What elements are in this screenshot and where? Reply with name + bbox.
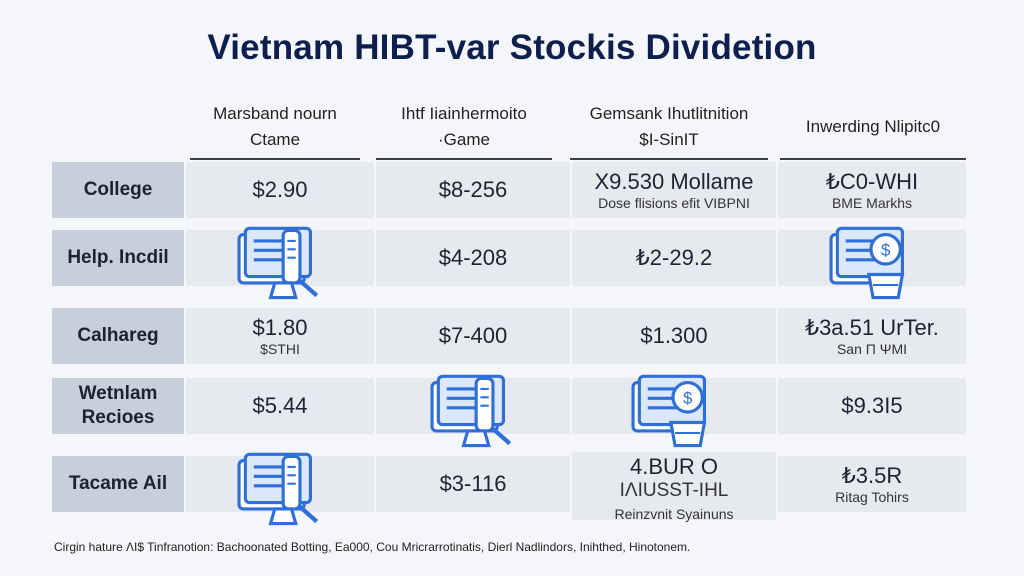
footnote: Cirgin hature ΛI$ Tinfranotion: Bachoona… bbox=[54, 540, 691, 554]
cell-value: $7-400 bbox=[438, 323, 508, 348]
row-label-line: Recioes bbox=[81, 407, 155, 428]
document-checklist-icon bbox=[425, 370, 521, 459]
column-header-line1: Marsband nourn bbox=[213, 104, 337, 123]
table-row: Tacame Ail $3-116 4.BUR O IΛIUSST-IHL Reinz… bbox=[52, 452, 966, 526]
table-row: Help. Incdil $4-208 ₺2-29.2 $ bbox=[52, 226, 966, 300]
table-cell: ₺2-29.2 bbox=[572, 230, 776, 286]
page-title: Vietnam HIBT-var Stockis Dividetion bbox=[207, 28, 817, 67]
svg-text:$: $ bbox=[683, 389, 693, 408]
column-header: Marsband nourn Ctame bbox=[190, 96, 360, 160]
cell-value: 4.BUR O bbox=[629, 454, 719, 479]
cell-subtext: BME Markhs bbox=[831, 194, 913, 211]
column-header-line2: $I-SinIT bbox=[639, 130, 699, 149]
svg-text:$: $ bbox=[881, 241, 891, 260]
cell-value: $4-208 bbox=[438, 245, 508, 270]
table-cell: ₺3a.51 UrTer. San Π ΨΜΙ bbox=[778, 308, 966, 364]
document-checklist-icon bbox=[232, 448, 328, 537]
cell-value: $2.90 bbox=[252, 177, 308, 202]
table-cell: $2.90 bbox=[186, 162, 374, 218]
column-header-line2: Ctame bbox=[249, 130, 301, 149]
cell-subtext: $STHI bbox=[260, 340, 300, 357]
cell-value: $1.300 bbox=[640, 323, 708, 348]
table-cell bbox=[376, 374, 570, 448]
table-cell: $ bbox=[572, 374, 776, 448]
document-badge-icon: $ bbox=[824, 222, 920, 311]
row-label: College bbox=[52, 162, 184, 218]
cell-subtext: Dose flisions efit VIBPNI bbox=[598, 194, 750, 211]
table-cell: 4.BUR O IΛIUSST-IHL Reinzvnit Syainuns bbox=[572, 452, 776, 522]
cell-value: ₺C0-WHI bbox=[825, 168, 919, 194]
column-header-line1: Gemsank Ihutlitnition bbox=[589, 104, 749, 123]
table-cell: $1.300 bbox=[572, 308, 776, 364]
column-header-line1: Ihtf Iiainhermoito bbox=[401, 104, 527, 123]
row-label-line: Wetnlam bbox=[78, 383, 158, 404]
row-label: Tacame Ail bbox=[52, 456, 184, 512]
row-label-line: College bbox=[83, 179, 153, 200]
cell-subtext: San Π ΨΜΙ bbox=[836, 340, 908, 357]
cell-value: $9.3I5 bbox=[841, 393, 903, 418]
table-cell: X9.530 Mollame Dose flisions efit VIBPNI bbox=[572, 162, 776, 218]
row-label-line: Help. Incdil bbox=[67, 247, 169, 268]
column-header-line1: Inwerding Nlipitc0 bbox=[805, 117, 941, 136]
cell-value: X9.530 Mollame bbox=[594, 168, 754, 194]
table-cell bbox=[186, 226, 374, 300]
row-label: Wetnlam Recioes bbox=[52, 378, 184, 434]
clipboard-badge-icon: $ bbox=[626, 370, 722, 459]
cell-subtext: Reinzvnit Syainuns bbox=[614, 506, 734, 522]
table-cell: $5.44 bbox=[186, 378, 374, 434]
cell-subtext: Ritag Tohirs bbox=[835, 488, 909, 505]
table-cell: $8-256 bbox=[376, 162, 570, 218]
table-cell: $9.3I5 bbox=[778, 378, 966, 434]
table-cell: $4-208 bbox=[376, 230, 570, 286]
row-label-line: Calhareg bbox=[77, 325, 159, 346]
row-label-line: Tacame Ail bbox=[68, 473, 168, 494]
table-row: Wetnlam Recioes $5.44 $ $9.3I5 bbox=[52, 374, 966, 448]
cell-value: ₺3a.51 UrTer. bbox=[805, 314, 939, 340]
table-cell: ₺3.5R Ritag Tohirs bbox=[778, 456, 966, 512]
column-header: Ihtf Iiainhermoito ·Game bbox=[376, 96, 552, 160]
table-cell: $7-400 bbox=[376, 308, 570, 364]
cell-value: ₺2-29.2 bbox=[635, 245, 713, 270]
table-cell: $ bbox=[778, 226, 966, 300]
cell-subtext: IΛIUSST-IHL bbox=[619, 480, 729, 501]
table-cell bbox=[186, 452, 374, 526]
column-header: Inwerding Nlipitc0 bbox=[780, 96, 966, 160]
cell-value: $8-256 bbox=[438, 177, 508, 202]
row-label: Calhareg bbox=[52, 308, 184, 364]
cell-value: ₺3.5R bbox=[841, 462, 903, 488]
table-cell: $1.80 $STHI bbox=[186, 308, 374, 364]
column-header-line2: ·Game bbox=[438, 130, 490, 149]
table-cell: $3-116 bbox=[376, 456, 570, 512]
cell-value: $1.80 bbox=[252, 314, 308, 340]
document-checklist-icon bbox=[232, 222, 328, 311]
column-header: Gemsank Ihutlitnition $I-SinIT bbox=[570, 96, 768, 160]
cell-value: $3-116 bbox=[439, 471, 507, 496]
table-cell: ₺C0-WHI BME Markhs bbox=[778, 162, 966, 218]
table-row: Calhareg $1.80 $STHI $7-400 $1.300 ₺3a.51 UrT… bbox=[52, 308, 966, 364]
cell-value: $5.44 bbox=[252, 393, 308, 418]
row-label: Help. Incdil bbox=[52, 230, 184, 286]
table-row: College $2.90 $8-256 X9.530 Mollame Dose fli… bbox=[52, 162, 966, 218]
